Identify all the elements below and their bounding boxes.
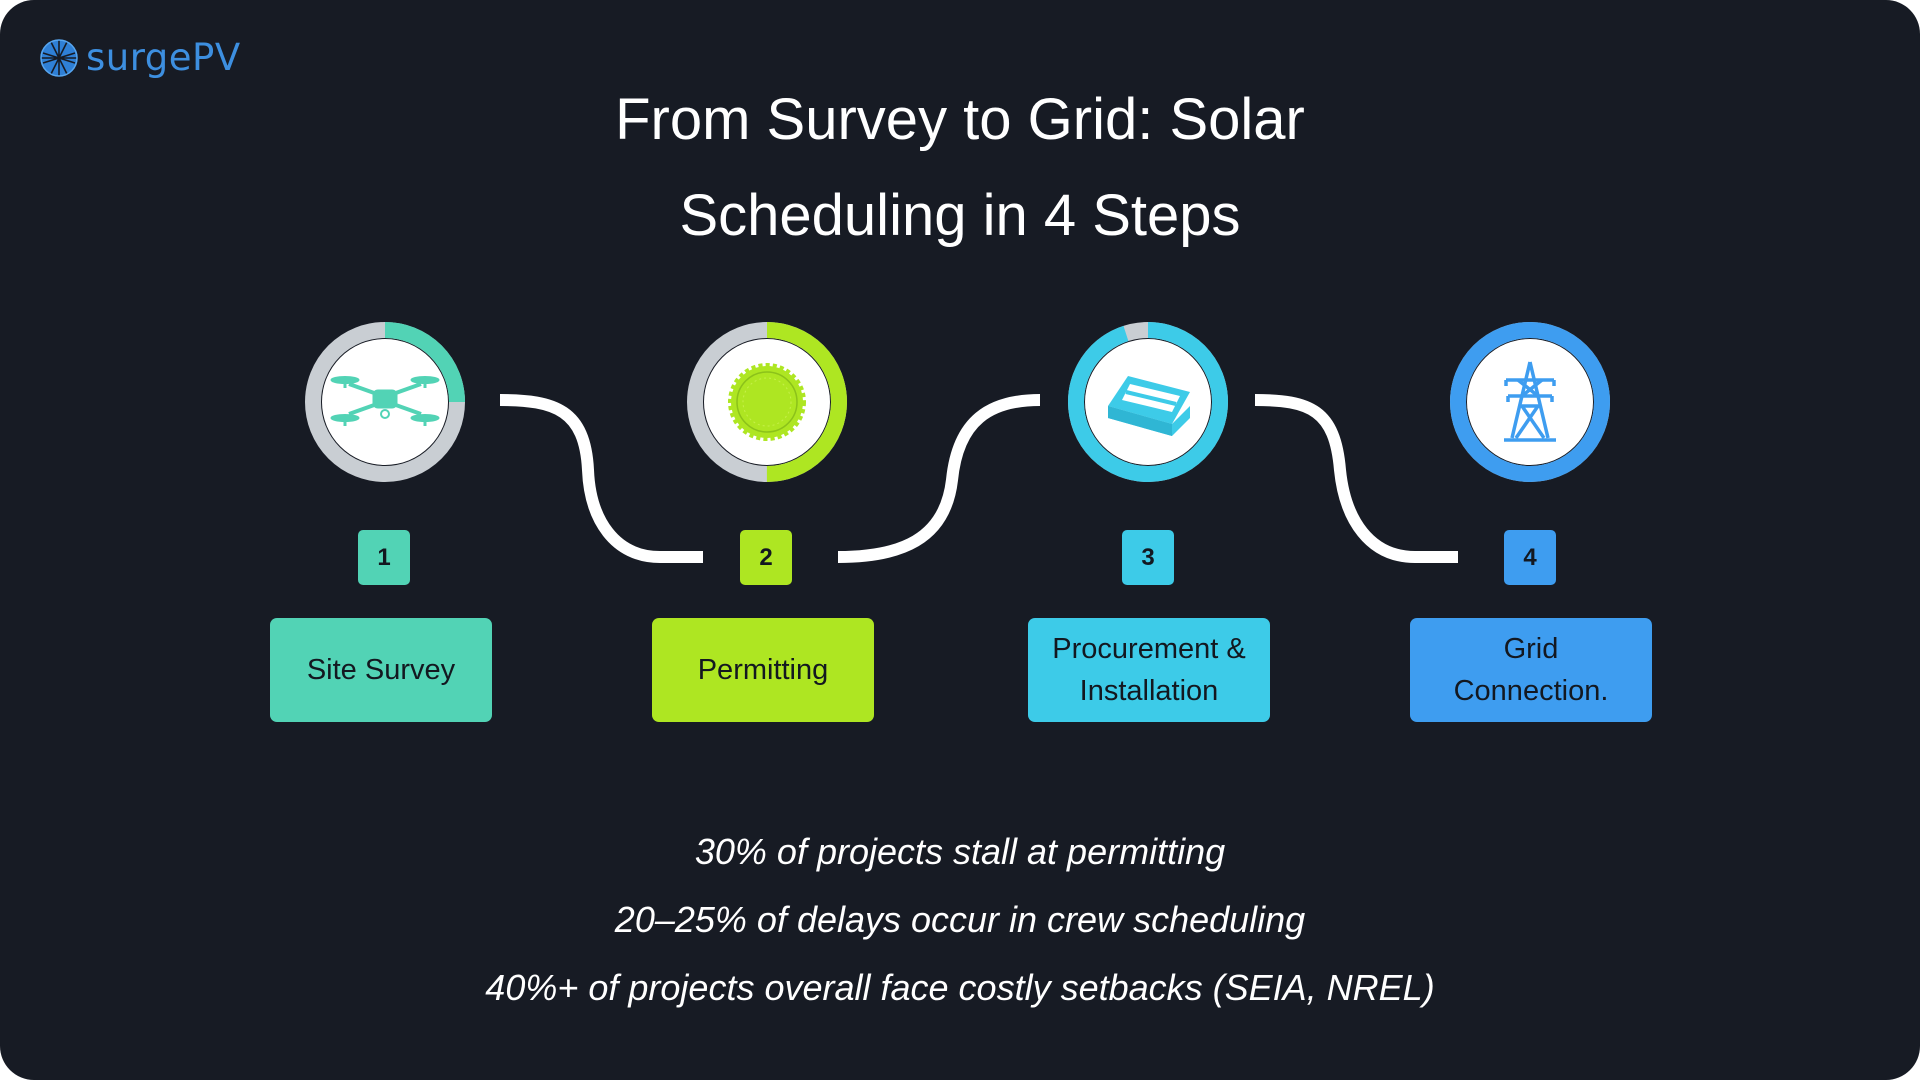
step-2-label: Permitting: [652, 618, 874, 722]
connector-2-3: [837, 394, 1041, 563]
title-line-1: From Survey to Grid: Solar: [615, 87, 1305, 152]
step-4-label-line-1: Grid: [1503, 633, 1559, 665]
step-3-icon-circle: [1068, 322, 1228, 482]
step-3-number: 3: [1122, 530, 1174, 585]
transmission-tower-icon: [1504, 361, 1556, 442]
drone-icon: [330, 376, 440, 426]
step-1-icon-circle: [305, 322, 465, 482]
brand-logo[interactable]: surgePV: [38, 36, 241, 79]
stat-permitting: 30% of projects stall at permitting: [694, 831, 1226, 872]
globe-icon: [40, 38, 78, 77]
step-3-label-line-1: Procurement &: [1052, 633, 1246, 665]
step-4-icon-circle: [1450, 322, 1610, 482]
step-1-number: 1: [358, 530, 410, 585]
solar-panel-box-icon: [1108, 376, 1190, 436]
statistics-block: 30% of projects stall at permitting 20–2…: [300, 818, 1620, 1022]
stamp-seal-icon: [728, 363, 806, 441]
stat-crew-scheduling: 20–25% of delays occur in crew schedulin…: [614, 899, 1306, 940]
step-2-number: 2: [740, 530, 792, 585]
stat-costly-setbacks: 40%+ of projects overall face costly set…: [485, 967, 1435, 1008]
step-1-label: Site Survey: [270, 618, 492, 722]
step-4-number: 4: [1504, 530, 1556, 585]
step-4-label: Grid Connection.: [1410, 618, 1652, 722]
brand-name: surgePV: [86, 36, 241, 79]
step-2-icon-circle: [687, 322, 847, 482]
step-4-label-line-2: Connection.: [1453, 675, 1609, 707]
step-3-label-line-2: Installation: [1079, 675, 1219, 707]
step-3-label: Procurement & Installation: [1028, 618, 1270, 722]
title-line-2: Scheduling in 4 Steps: [679, 183, 1241, 248]
connector-1-2: [499, 394, 703, 563]
page-title: From Survey to Grid: Solar Scheduling in…: [460, 72, 1460, 264]
connector-3-4: [1254, 394, 1458, 563]
